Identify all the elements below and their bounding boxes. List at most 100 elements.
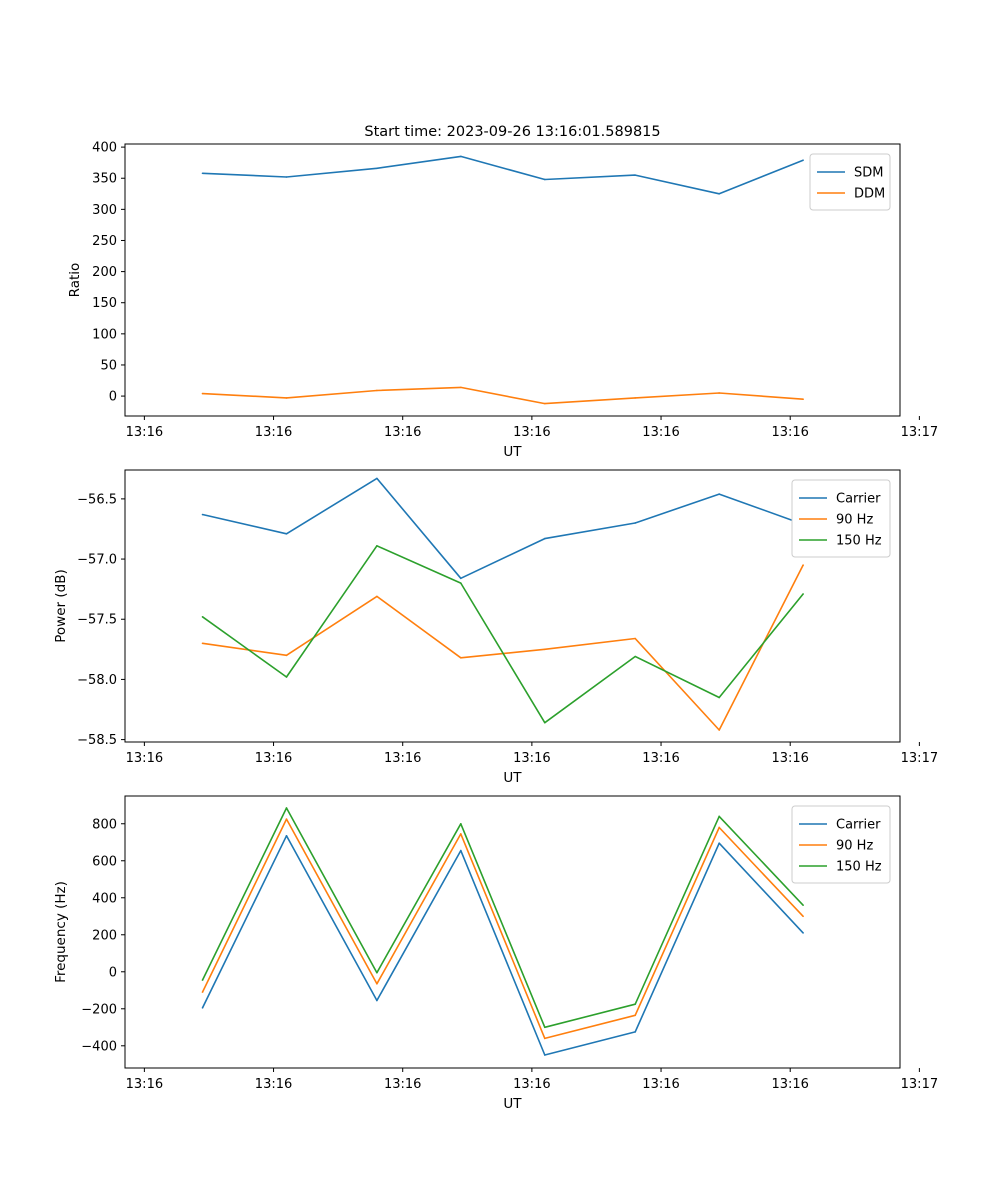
panel-2-x-tick-label: 13:16 xyxy=(771,751,808,766)
panel-1-data-point-sdm xyxy=(802,159,804,161)
panel-1-data-point-sdm xyxy=(718,192,720,195)
panel-2-data-point-carrier xyxy=(376,477,378,480)
panel-2-y-tick-label: −58.5 xyxy=(77,733,117,748)
panel-1-y-axis-label: Ratio xyxy=(67,263,83,298)
panel-1-data-point-ddm xyxy=(201,392,204,395)
panel-2-data-point-90-hz xyxy=(460,656,462,659)
panel-1-y-tick-label: 350 xyxy=(92,172,117,187)
panel-2-data-point-90-hz xyxy=(718,729,720,731)
panel-1-y-tick-label: 400 xyxy=(92,141,117,156)
panel-2-series-line-90-hz xyxy=(202,564,804,731)
panel-2-x-axis-label: UT xyxy=(503,770,522,786)
panel-3-data-point-90-hz xyxy=(460,833,462,835)
panel-1-y-tick-label: 0 xyxy=(109,390,117,405)
panel-2-data-point-90-hz xyxy=(802,564,804,566)
panel-3-series-line-150-hz xyxy=(201,807,804,1029)
panel-2-data-point-carrier xyxy=(634,522,637,524)
panel-1-data-point-sdm xyxy=(543,178,546,181)
panel-3-data-point-carrier xyxy=(718,842,720,844)
figure-title: Start time: 2023-09-26 13:16:01.589815 xyxy=(364,124,660,140)
panel-3-legend-box xyxy=(791,805,891,884)
panel-2-x-tick-label: 13:16 xyxy=(126,751,163,766)
panel-2-data-point-150-hz xyxy=(634,655,637,658)
panel-3-data-point-150-hz xyxy=(802,904,804,906)
panel-1-data-point-ddm xyxy=(376,389,378,392)
panel-2-x-tick-label: 13:17 xyxy=(901,751,938,766)
panel-1-data-point-ddm xyxy=(634,397,637,399)
panel-1-data-point-ddm xyxy=(543,402,546,405)
panel-3-series-line-90-hz xyxy=(201,818,804,1040)
panel-1-x-tick-label: 13:16 xyxy=(255,425,292,440)
panel-3-x-tick-label: 13:17 xyxy=(901,1077,938,1092)
panel-3-data-point-carrier xyxy=(285,834,288,837)
panel-2-x-tick-label: 13:16 xyxy=(255,751,292,766)
panel-2-legend-box xyxy=(791,479,891,558)
panel-1-data-point-sdm xyxy=(376,167,378,170)
panel-3-data-point-carrier xyxy=(802,932,804,934)
panel-2-x-tick-label: 13:16 xyxy=(513,751,550,766)
panel-1-data-point-sdm xyxy=(285,176,288,178)
panel-2-data-point-90-hz xyxy=(634,637,637,640)
panel-3-axes-frame xyxy=(124,795,901,1069)
panel-2-x-tick-label: 13:16 xyxy=(642,751,679,766)
panel-1-x-tick-label: 13:16 xyxy=(642,425,679,440)
panel-2-y-tick-label: −57.0 xyxy=(77,553,117,568)
panel-2-legend-label-90-hz: 90 Hz xyxy=(836,513,873,528)
panel-2-y-tick-label: −56.5 xyxy=(77,492,117,507)
panel-3-data-point-150-hz xyxy=(543,1026,546,1029)
panel-1-x-tick-label: 13:16 xyxy=(513,425,550,440)
panel-2-data-point-carrier xyxy=(543,537,546,540)
panel-3-legend-label-carrier: Carrier xyxy=(836,818,881,833)
panel-3-data-point-90-hz xyxy=(201,991,204,993)
panel-1-legend-box xyxy=(809,153,891,211)
panel-3-y-tick-label: 200 xyxy=(92,928,117,943)
panel-2-y-tick-label: −58.0 xyxy=(77,673,117,688)
panel-1-y-tick-label: 250 xyxy=(92,234,117,249)
panel-1-data-point-ddm xyxy=(718,392,720,394)
panel-2-data-point-90-hz xyxy=(543,648,546,651)
panel-1-data-point-sdm xyxy=(201,172,204,175)
panel-2-data-point-150-hz xyxy=(376,545,378,547)
panel-3-legend-label-90-hz: 90 Hz xyxy=(836,839,873,854)
panel-1-data-point-ddm xyxy=(460,386,462,389)
panel-3-x-axis-label: UT xyxy=(503,1096,522,1112)
panel-3-y-tick-label: −400 xyxy=(81,1039,117,1054)
panel-1-data-point-ddm xyxy=(285,397,288,399)
panel-2-data-point-carrier xyxy=(201,513,204,516)
panel-3-data-point-carrier xyxy=(543,1054,546,1056)
panel-3-data-point-90-hz xyxy=(285,818,288,820)
panel-1-x-axis-label: UT xyxy=(503,444,522,460)
panel-3-y-tick-label: 800 xyxy=(92,817,117,832)
panel-2-axes-frame xyxy=(124,469,901,743)
panel-3-x-tick-label: 13:16 xyxy=(642,1077,679,1092)
panel-1-y-tick-label: 200 xyxy=(92,265,117,280)
panel-3-data-point-carrier xyxy=(460,849,462,852)
panel-2-data-point-150-hz xyxy=(285,676,288,678)
panel-3-y-tick-label: −200 xyxy=(81,1002,117,1017)
panel-3-data-point-90-hz xyxy=(718,826,720,829)
panel-3-y-tick-label: 600 xyxy=(92,854,117,869)
panel-3-x-tick-label: 13:16 xyxy=(255,1077,292,1092)
panel-3-data-point-carrier xyxy=(634,1031,637,1033)
panel-1-y-tick-label: 150 xyxy=(92,296,117,311)
panel-2-series-line-150-hz xyxy=(202,544,804,724)
panel-2-data-point-carrier xyxy=(285,532,288,535)
panel-3-x-tick-label: 13:16 xyxy=(384,1077,421,1092)
panel-3-y-tick-label: 0 xyxy=(109,965,117,980)
panel-3-data-point-150-hz xyxy=(201,979,204,981)
panel-1-axes-frame xyxy=(124,143,901,417)
panel-3-y-axis-label: Frequency (Hz) xyxy=(53,881,69,983)
panel-2-legend-label-150-hz: 150 Hz xyxy=(836,534,882,549)
panel-2-data-point-150-hz xyxy=(718,696,720,699)
panel-1-series-line-sdm xyxy=(202,155,804,195)
panel-1-legend-label-sdm: SDM xyxy=(854,166,883,181)
panel-2-y-axis-label: Power (dB) xyxy=(53,569,69,642)
panel-1-y-tick-label: 300 xyxy=(92,203,117,218)
panel-3-data-point-90-hz xyxy=(634,1014,637,1017)
panel-1-data-point-ddm xyxy=(802,398,804,400)
panel-1-data-point-sdm xyxy=(634,174,637,176)
panel-1-series-line-ddm xyxy=(202,386,804,405)
panel-1-x-tick-label: 13:16 xyxy=(771,425,808,440)
panel-2-data-point-carrier xyxy=(718,493,720,495)
